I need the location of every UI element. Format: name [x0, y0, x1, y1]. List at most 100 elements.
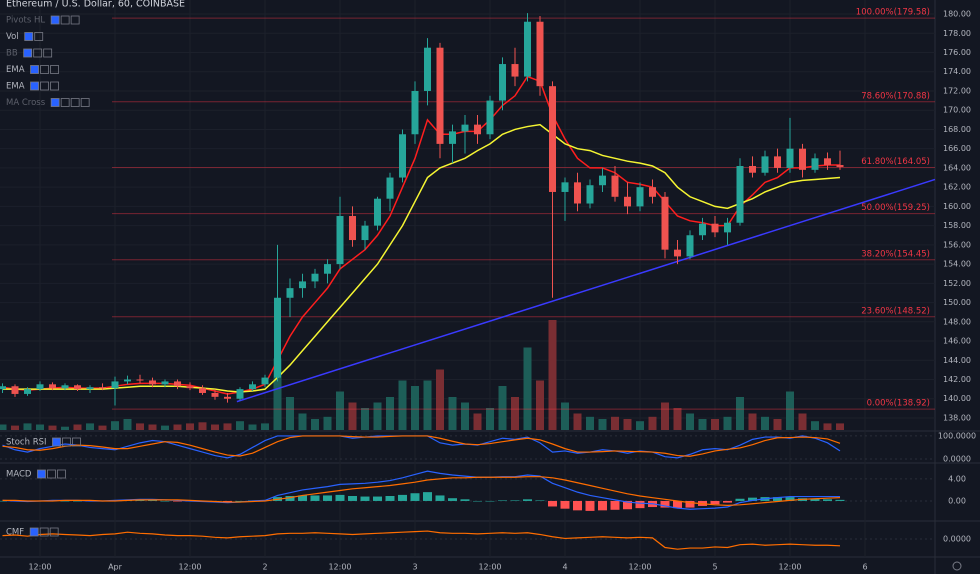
volume-bar	[773, 419, 782, 430]
y-tick-label: 166.00	[943, 144, 971, 153]
candle-body	[224, 396, 231, 399]
legend-icon[interactable]	[40, 65, 49, 74]
legend-icon[interactable]	[80, 98, 90, 107]
study-label[interactable]: EMA	[6, 82, 25, 92]
legend-icon[interactable]	[33, 48, 43, 58]
legend-icon[interactable]	[23, 48, 33, 58]
volume-bar	[36, 424, 44, 430]
study-label[interactable]: BB	[6, 49, 18, 59]
histogram-bar	[360, 496, 370, 501]
panel-title[interactable]: MACD	[6, 470, 32, 480]
histogram-bar	[685, 500, 695, 508]
volume-bar	[61, 426, 69, 430]
candle-body	[211, 392, 219, 397]
histogram-bar	[623, 500, 632, 510]
volume-bar	[536, 380, 544, 430]
x-tick-label: Apr	[108, 563, 123, 572]
histogram-bar	[410, 493, 420, 501]
candle-body	[674, 249, 681, 257]
legend-icon[interactable]	[72, 437, 81, 447]
volume-bar	[611, 416, 619, 430]
volume-bar	[398, 380, 407, 430]
candle-body	[424, 47, 431, 91]
study-label[interactable]: Vol	[6, 32, 19, 42]
settings-icon[interactable]	[952, 561, 962, 571]
panel-title[interactable]: Stoch RSI	[6, 438, 47, 448]
volume-bar	[161, 425, 169, 430]
histogram-bar	[460, 499, 470, 501]
legend-icon[interactable]	[57, 469, 66, 479]
candle-body	[374, 198, 381, 226]
legend-icon[interactable]	[30, 81, 39, 91]
histogram-bar	[73, 500, 82, 502]
volume-bar	[686, 413, 694, 430]
candle-body	[99, 387, 106, 389]
legend-icon[interactable]	[30, 65, 39, 74]
volume-bar	[411, 386, 419, 430]
volume-bar	[111, 421, 119, 430]
y-tick-label: 160.00	[943, 202, 971, 211]
volume-bar	[436, 369, 444, 430]
volume-bar	[386, 397, 394, 430]
volume-bar	[23, 423, 32, 430]
legend-icon[interactable]	[70, 98, 80, 107]
volume-bar	[486, 408, 494, 430]
legend-icon[interactable]	[50, 81, 59, 91]
legend-icon[interactable]	[62, 437, 71, 447]
legend-icon[interactable]	[37, 469, 46, 479]
candle-body	[349, 216, 356, 241]
candle-body	[686, 235, 694, 257]
candle-body	[699, 223, 706, 236]
legend-icon[interactable]	[47, 469, 56, 479]
histogram-bar	[60, 500, 70, 502]
volume-bar	[236, 421, 244, 430]
legend-icon[interactable]	[60, 98, 70, 107]
volume-bar	[736, 397, 744, 430]
y-tick-label: 142.00	[943, 375, 971, 384]
legend-icon[interactable]	[50, 15, 60, 25]
candle-body	[324, 264, 331, 274]
fib-label: 78.60%(170.88)	[861, 91, 930, 101]
legend-icon[interactable]	[29, 527, 39, 537]
histogram-bar	[660, 500, 670, 508]
legend-icon[interactable]	[70, 15, 80, 25]
volume-bar	[86, 423, 94, 430]
candle-body	[524, 21, 531, 77]
volume-bar	[561, 402, 569, 430]
histogram-bar	[235, 500, 245, 502]
legend-icon[interactable]	[52, 437, 61, 447]
histogram-bar	[673, 500, 682, 509]
legend-icon[interactable]	[43, 48, 53, 58]
candle-body	[761, 156, 769, 173]
legend-icon[interactable]	[40, 81, 49, 91]
y-tick-label: 162.00	[943, 183, 971, 192]
volume-bar	[173, 424, 182, 430]
legend-icon[interactable]	[60, 15, 70, 25]
volume-bar	[261, 423, 269, 430]
candle-body	[824, 158, 831, 166]
candle-body	[249, 384, 256, 390]
legend-icon[interactable]	[50, 65, 59, 74]
volume-bar	[648, 416, 657, 430]
legend-icon[interactable]	[50, 98, 60, 107]
histogram-bar	[310, 495, 320, 501]
study-label[interactable]: EMA	[6, 65, 25, 75]
y-tick-label: 156.00	[943, 240, 971, 249]
candle-body	[136, 379, 144, 381]
candle-body	[449, 131, 456, 144]
legend-icon[interactable]	[39, 527, 49, 537]
candle-body	[361, 225, 369, 241]
candle-body	[49, 384, 56, 389]
legend-icon[interactable]	[34, 32, 44, 41]
volume-bar	[761, 416, 769, 430]
candle-body	[36, 384, 44, 390]
legend-icon[interactable]	[24, 32, 34, 41]
panel-title[interactable]: CMF	[6, 528, 24, 538]
study-label[interactable]: MA Cross	[6, 98, 46, 108]
x-tick-label: 5	[712, 563, 717, 572]
histogram-bar	[523, 499, 532, 501]
study-label[interactable]: Pivots HL	[6, 16, 45, 26]
legend-icon[interactable]	[49, 527, 59, 537]
volume-bar	[661, 402, 669, 430]
